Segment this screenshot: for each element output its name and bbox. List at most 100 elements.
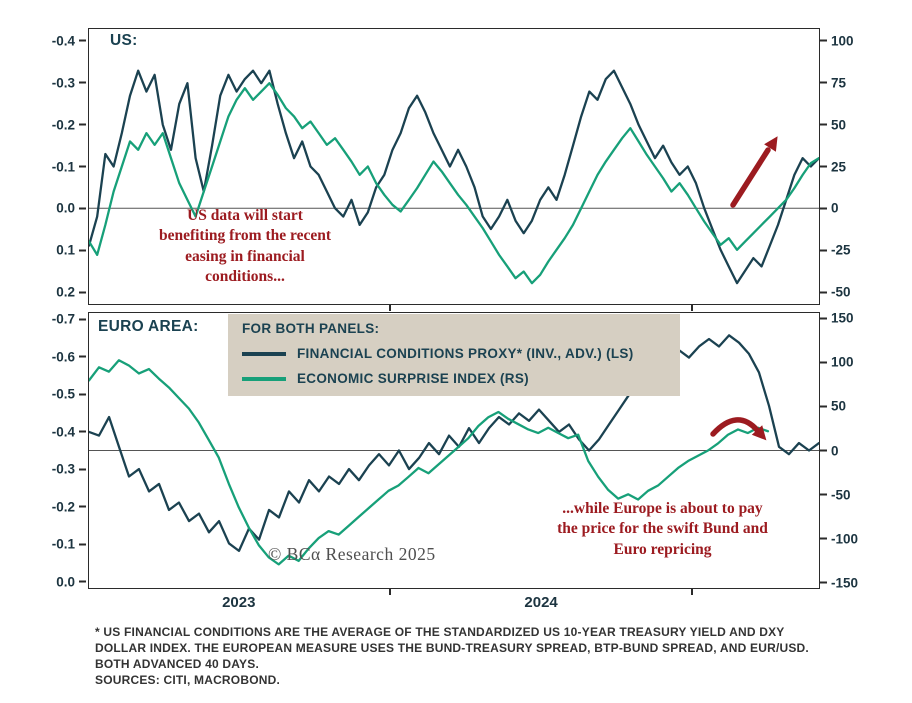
y-tick-label: 0 [831,443,839,458]
y-tick: -0.2 [52,499,86,514]
y-tick-mark [820,317,827,320]
x-tick-mark [690,305,693,311]
y-tick-label: -25 [831,242,851,258]
bca-research-watermark: © BCα Research 2025 [268,544,436,564]
y-tick-mark [79,430,86,433]
y-tick-label: -0.7 [51,311,75,327]
y-tick: 0.1 [56,243,86,258]
green-line-swatch-icon [242,376,286,381]
y-tick-mark [79,81,86,84]
y-tick-label: -0.4 [51,424,75,440]
y-tick-label: 0.0 [56,574,75,589]
y-tick-mark [820,449,827,452]
y-tick-mark [820,493,827,496]
y-tick-mark [79,207,86,210]
y-tick: -0.3 [52,462,86,477]
y-tick-mark [820,207,827,210]
y-tick: 150 [820,311,854,326]
legend-item-label: FINANCIAL CONDITIONS PROXY* (INV., ADV.)… [297,346,634,361]
y-tick-label: 0.1 [56,242,75,258]
y-tick: -0.6 [52,349,86,364]
y-tick: -100 [820,531,858,546]
legend-title: FOR BOTH PANELS: [242,321,380,336]
us-panel-series-svg [89,69,819,285]
y-tick-label: 0 [831,200,839,216]
y-tick-mark [820,291,827,294]
y-tick-mark [820,405,827,408]
y-tick-label: -0.4 [51,33,75,49]
y-tick-label: 50 [831,398,847,414]
y-tick-label: 150 [831,310,854,326]
x-tick-mark [389,305,392,311]
legend-item-label: ECONOMIC SURPRISE INDEX (RS) [297,371,529,386]
euro-x-axis-ticks [88,589,820,596]
y-tick-label: -50 [831,487,851,503]
y-tick: 50 [820,117,846,132]
x-axis-year-label: 2024 [524,594,558,611]
y-tick-mark [79,249,86,252]
y-tick: -0.1 [52,537,86,552]
y-tick: 0 [820,201,839,216]
us-right-axis: 100 75 50 25 0 -25 -50 [820,28,910,305]
y-tick-label: 0.2 [56,284,75,300]
y-tick-label: -0.3 [51,461,75,477]
y-tick-label: -0.5 [51,386,75,402]
y-tick: 0.0 [56,574,86,589]
footnote: * US FINANCIAL CONDITIONS ARE THE AVERAG… [95,624,875,688]
y-tick-mark [79,393,86,396]
y-tick: -0.5 [52,387,86,402]
y-tick-mark [79,468,86,471]
y-tick: 0.0 [56,201,86,216]
y-tick-label: -0.2 [51,117,75,133]
us-series-line-1 [89,82,819,285]
us-series-line-0 [89,69,819,285]
x-axis-year-label: 2023 [222,594,256,611]
y-tick-label: 25 [831,159,847,174]
euro-panel-label: EURO AREA: [98,318,199,335]
y-tick-label: 75 [831,75,847,91]
footnote-line: * US FINANCIAL CONDITIONS ARE THE AVERAG… [95,625,785,639]
y-tick-mark [79,543,86,546]
legend: FOR BOTH PANELS: FINANCIAL CONDITIONS PR… [228,314,680,396]
y-tick: 75 [820,75,846,90]
x-tick-mark [690,589,693,595]
footnote-line: BOTH ADVANCED 40 DAYS. [95,657,259,671]
y-tick-label: -0.6 [51,349,75,365]
y-tick-mark [79,291,86,294]
y-tick: 100 [820,33,854,48]
y-tick-label: -50 [831,284,851,300]
y-tick-mark [820,81,827,84]
y-tick-label: -0.3 [51,75,75,91]
y-tick: -150 [820,575,858,590]
us-panel-label: US: [110,32,138,49]
euro-left-axis: -0.7 -0.6 -0.5 -0.4 -0.3 -0.2 -0.1 0.0 [0,312,86,589]
y-tick-mark [79,580,86,583]
euro-panel-series-svg [89,334,819,566]
euro-right-axis: 150 100 50 0 -50 -100 -150 [820,311,910,590]
y-tick: -0.4 [52,33,86,48]
y-tick-mark [79,355,86,358]
y-tick-mark [79,39,86,42]
y-tick-mark [79,165,86,168]
y-tick-mark [79,318,86,321]
y-tick: 0.2 [56,285,86,300]
y-tick-mark [79,123,86,126]
y-tick: 0 [820,443,839,458]
y-tick-label: -0.1 [51,536,75,552]
legend-item-financial-conditions: FINANCIAL CONDITIONS PROXY* (INV., ADV.)… [242,346,666,361]
y-tick-mark [820,361,827,364]
y-tick: 100 [820,355,854,370]
y-tick-label: -0.2 [51,499,75,515]
y-tick-mark [820,39,827,42]
y-tick: -50 [820,285,851,300]
y-tick: 25 [820,159,846,174]
y-tick-mark [820,537,827,540]
y-tick-mark [820,581,827,584]
y-tick-label: 100 [831,33,854,49]
us-x-axis-ticks [88,305,820,312]
y-tick: 50 [820,399,846,414]
dark-line-swatch-icon [242,351,286,356]
euro-series-line-0 [89,334,819,553]
footnote-line: DOLLAR INDEX. THE EUROPEAN MEASURE USES … [95,641,809,655]
